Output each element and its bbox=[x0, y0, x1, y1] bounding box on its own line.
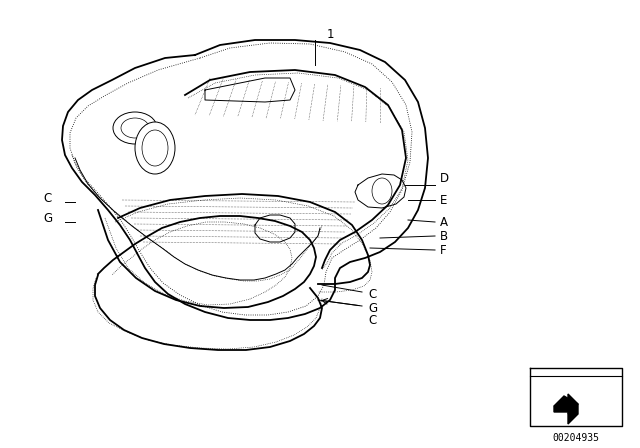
Text: D: D bbox=[440, 172, 449, 185]
Polygon shape bbox=[568, 404, 578, 424]
Ellipse shape bbox=[372, 178, 392, 204]
Ellipse shape bbox=[121, 118, 149, 138]
Ellipse shape bbox=[135, 122, 175, 174]
Text: 1: 1 bbox=[326, 29, 333, 42]
Ellipse shape bbox=[113, 112, 157, 144]
Text: A: A bbox=[440, 215, 448, 228]
Text: F: F bbox=[440, 244, 447, 257]
Ellipse shape bbox=[142, 130, 168, 166]
Text: B: B bbox=[440, 229, 448, 242]
Polygon shape bbox=[554, 394, 578, 414]
Text: C: C bbox=[44, 191, 52, 204]
Text: C: C bbox=[368, 289, 376, 302]
Text: E: E bbox=[440, 194, 447, 207]
Polygon shape bbox=[554, 396, 578, 406]
Text: G: G bbox=[43, 211, 52, 224]
Text: C: C bbox=[368, 314, 376, 327]
Text: G: G bbox=[368, 302, 377, 314]
Text: 00204935: 00204935 bbox=[552, 433, 600, 443]
